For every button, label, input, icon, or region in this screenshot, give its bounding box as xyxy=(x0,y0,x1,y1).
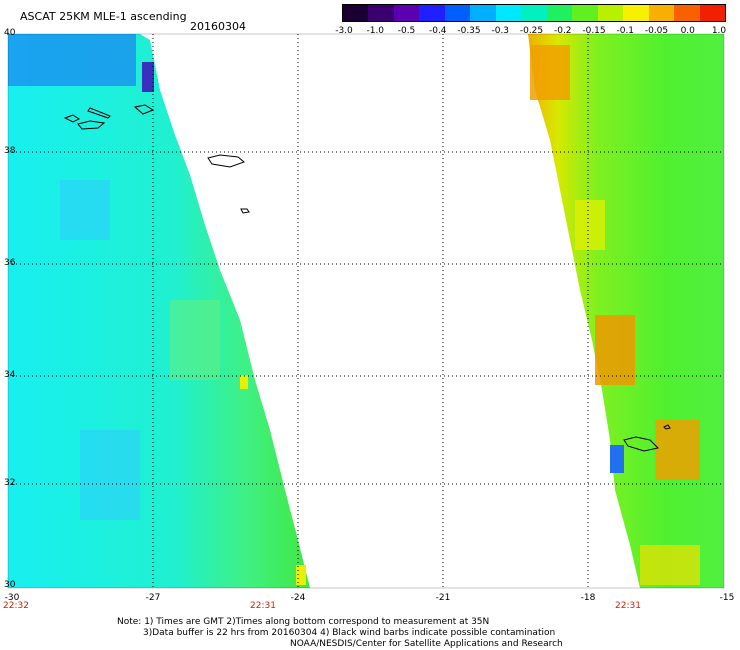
lon-label-m15: -15 xyxy=(719,593,735,603)
right-swath-yellow-patch-2 xyxy=(640,545,700,585)
colorbar-swatch xyxy=(674,5,700,21)
lat-label-40: 40 xyxy=(4,28,16,38)
colorbar-label: -0.3 xyxy=(491,26,510,36)
left-swath-patch-3 xyxy=(80,430,140,520)
map-title: ASCAT 25KM MLE-1 ascending xyxy=(20,10,187,23)
lon-label-m18: -18 xyxy=(580,593,596,603)
left-swath-patch-2 xyxy=(60,180,110,240)
lon-label-m30: -30 xyxy=(4,593,20,603)
left-swath-blue-patch xyxy=(8,34,136,86)
colorbar-label: -0.4 xyxy=(428,26,447,36)
colorbar-swatch xyxy=(623,5,649,21)
colorbar-label: -0.15 xyxy=(582,26,606,36)
lon-label-m24: -24 xyxy=(290,593,306,603)
colorbar-label: -3.0 xyxy=(335,26,353,36)
right-swath-orange-patch-1 xyxy=(530,45,570,100)
colorbar xyxy=(342,4,726,22)
left-swath xyxy=(8,34,310,588)
lat-label-36: 36 xyxy=(4,258,16,268)
colorbar-label: -0.2 xyxy=(553,26,572,36)
time-label-2: 22:31 xyxy=(250,601,276,611)
colorbar-swatch xyxy=(572,5,598,21)
island-madeira xyxy=(623,436,660,452)
island-azores-3 xyxy=(87,107,111,119)
plot-frame xyxy=(7,33,725,589)
right-swath-blue-patch xyxy=(610,445,624,473)
lat-label-38: 38 xyxy=(4,146,16,156)
lon-label-m21: -21 xyxy=(435,593,451,603)
time-label-1: 22:32 xyxy=(3,601,29,611)
map-date: 20160304 xyxy=(190,20,246,33)
colorbar-label: 0.0 xyxy=(680,26,695,36)
left-swath-purple-patch xyxy=(142,62,154,92)
grid xyxy=(8,34,724,588)
colorbar-label: -1.0 xyxy=(366,26,385,36)
lat-label-30: 30 xyxy=(4,580,16,590)
time-label-3: 22:31 xyxy=(615,601,641,611)
colorbar-swatch xyxy=(444,5,471,21)
lat-label-34: 34 xyxy=(4,370,16,380)
colorbar-swatch xyxy=(419,5,445,21)
left-swath-patch-4 xyxy=(170,300,220,380)
colorbar-label: 1.0 xyxy=(711,26,727,36)
colorbar-swatch xyxy=(368,5,394,21)
colorbar-swatch xyxy=(495,5,522,21)
colorbar-label: -0.25 xyxy=(519,26,544,36)
left-swath-patch-6 xyxy=(296,565,306,585)
right-swath-orange-patch-3 xyxy=(655,420,700,480)
note-line-2: 3)Data buffer is 22 hrs from 20160304 4)… xyxy=(143,628,556,638)
note-line-1: Note: 1) Times are GMT 2)Times along bot… xyxy=(117,617,490,627)
colorbar-label: -0.35 xyxy=(457,26,481,36)
note-line-3: NOAA/NESDIS/Center for Satellite Applica… xyxy=(290,639,563,649)
island-azores-1 xyxy=(63,114,80,123)
colorbar-swatch xyxy=(699,5,726,21)
island-azores-6 xyxy=(240,208,250,214)
island-azores-2 xyxy=(77,120,106,130)
colorbar-swatch xyxy=(546,5,573,21)
left-swath-patch-5 xyxy=(240,375,248,389)
right-swath xyxy=(528,34,724,588)
right-swath-yellow-patch xyxy=(575,200,605,250)
colorbar-swatch xyxy=(597,5,624,21)
colorbar-swatch xyxy=(521,5,547,21)
colorbar-swatch xyxy=(343,5,369,21)
lon-label-m27: -27 xyxy=(145,593,161,603)
colorbar-swatch xyxy=(470,5,496,21)
island-porto-santo xyxy=(663,424,671,430)
lat-label-32: 32 xyxy=(4,478,16,488)
colorbar-label: -0.1 xyxy=(616,26,635,36)
colorbar-swatch xyxy=(648,5,675,21)
island-azores-5 xyxy=(207,154,245,168)
colorbar-swatch xyxy=(393,5,420,21)
colorbar-label: -0.05 xyxy=(644,26,669,36)
colorbar-label: -0.5 xyxy=(397,26,416,36)
right-swath-orange-patch-2 xyxy=(595,315,635,385)
